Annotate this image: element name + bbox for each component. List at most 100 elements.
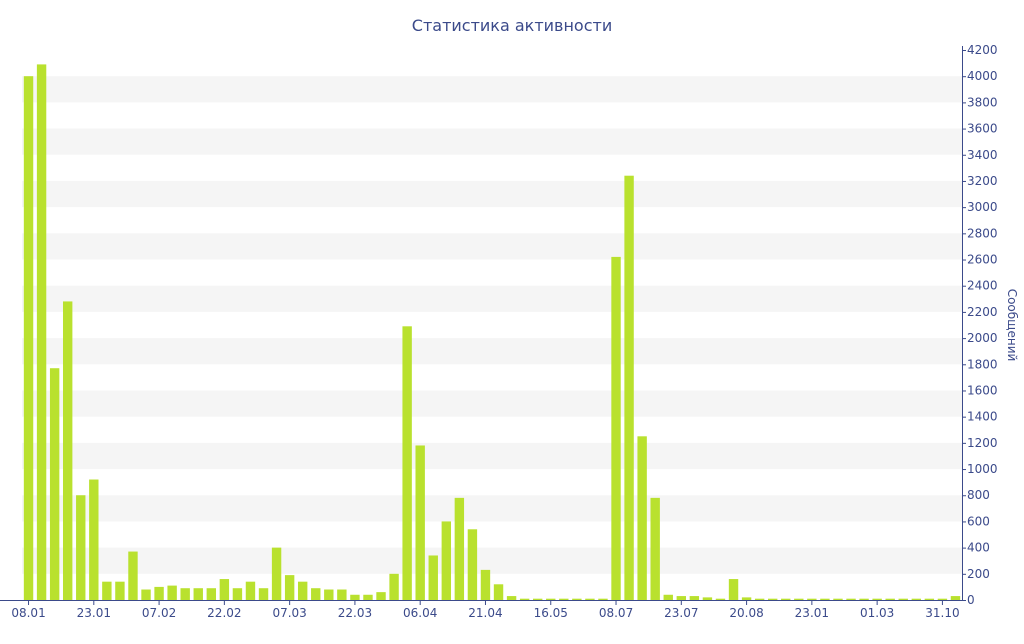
bar	[115, 581, 125, 600]
y-tick-label: 2400	[967, 279, 998, 293]
bar	[271, 547, 282, 600]
bar	[167, 585, 177, 600]
x-tick-label: 23.07	[664, 606, 698, 620]
y-tick-label: 0	[967, 593, 975, 607]
bar	[467, 529, 478, 600]
bar	[154, 586, 164, 600]
bar	[506, 596, 517, 600]
bar	[76, 495, 86, 600]
bar	[128, 551, 138, 600]
bar	[794, 598, 804, 600]
bar	[324, 589, 334, 600]
bar	[180, 588, 190, 600]
bar	[754, 598, 765, 600]
x-ticks: 08.01 23.01 07.02 22.02 07.03 22.03 06.04 21.04…	[11, 600, 960, 620]
y-tick-label: 1000	[967, 462, 998, 476]
bar	[741, 597, 752, 600]
y-tick-label: 200	[967, 567, 990, 581]
bar	[311, 588, 321, 600]
bars-layer	[23, 64, 961, 600]
bar	[702, 597, 713, 600]
grid-band	[22, 128, 962, 155]
bar	[141, 589, 151, 600]
y-tick-label: 1800	[967, 357, 998, 371]
bar	[689, 596, 700, 600]
bar	[49, 368, 60, 600]
y-tick-label: 600	[967, 514, 990, 528]
y-tick-label: 2800	[967, 226, 998, 240]
bar	[820, 598, 830, 600]
bar	[728, 579, 739, 600]
grid-band	[22, 338, 962, 365]
y-tick-label: 3800	[967, 95, 998, 109]
bar	[650, 497, 660, 600]
grid-band	[22, 233, 962, 260]
grid-band	[22, 390, 962, 417]
bar	[859, 598, 869, 600]
bar	[376, 592, 386, 600]
bar	[663, 594, 673, 600]
x-tick-label: 22.02	[207, 606, 241, 620]
y-tick-label: 2000	[967, 331, 998, 345]
bar	[258, 588, 269, 600]
y-tick-label: 2200	[967, 305, 998, 319]
y-ticks: 0 200 400 600 800 1000 1200 1400 1600 1800 2000 220…	[962, 43, 998, 607]
y-tick-label: 1200	[967, 436, 998, 450]
bar	[585, 598, 595, 600]
bar	[297, 581, 308, 600]
y-tick-label: 3200	[967, 174, 998, 188]
y-tick-label: 3000	[967, 200, 998, 214]
bar	[36, 64, 47, 600]
x-tick-label: 07.02	[142, 606, 176, 620]
y-tick-label: 1600	[967, 383, 998, 397]
bar	[546, 598, 556, 600]
x-tick-label: 07.03	[272, 606, 306, 620]
bar	[872, 598, 882, 600]
y-tick-label: 4000	[967, 69, 998, 83]
chart-title: Статистика активности	[412, 16, 612, 35]
bar	[532, 598, 543, 600]
y-tick-label: 4200	[967, 43, 998, 57]
bar	[219, 579, 230, 600]
y-tick-label: 3400	[967, 148, 998, 162]
bar	[911, 598, 922, 600]
y-axis-title: Сообщений	[1005, 289, 1019, 362]
bar	[337, 589, 347, 600]
bar	[807, 598, 817, 600]
bar	[232, 588, 243, 600]
bar	[415, 445, 425, 600]
x-tick-label: 01.03	[860, 606, 894, 620]
bar	[611, 256, 621, 600]
axes-layer	[0, 46, 963, 601]
bar	[924, 598, 935, 600]
bar	[637, 436, 647, 600]
bar	[898, 598, 908, 600]
bar	[102, 581, 112, 600]
grid-band	[22, 76, 962, 103]
bar	[402, 326, 412, 600]
x-tick-label: 20.08	[729, 606, 763, 620]
bar	[676, 596, 687, 600]
bar	[885, 598, 895, 600]
bar	[846, 598, 856, 600]
bar	[389, 573, 399, 600]
bar	[284, 575, 295, 600]
x-tick-label: 23.01	[77, 606, 111, 620]
bar	[89, 479, 99, 600]
y-tick-label: 800	[967, 488, 990, 502]
bar	[767, 598, 778, 600]
bar	[833, 598, 843, 600]
bar	[428, 555, 438, 600]
x-tick-label: 23.01	[795, 606, 829, 620]
y-tick-label: 400	[967, 541, 990, 555]
y-tick-label: 1400	[967, 410, 998, 424]
bar	[781, 598, 791, 600]
grid-band	[22, 180, 962, 208]
bar	[363, 594, 373, 600]
grid-band	[22, 547, 962, 574]
y-tick-label: 3600	[967, 122, 998, 136]
bar	[572, 598, 582, 600]
bar	[493, 584, 504, 600]
x-tick-label: 08.07	[599, 606, 633, 620]
